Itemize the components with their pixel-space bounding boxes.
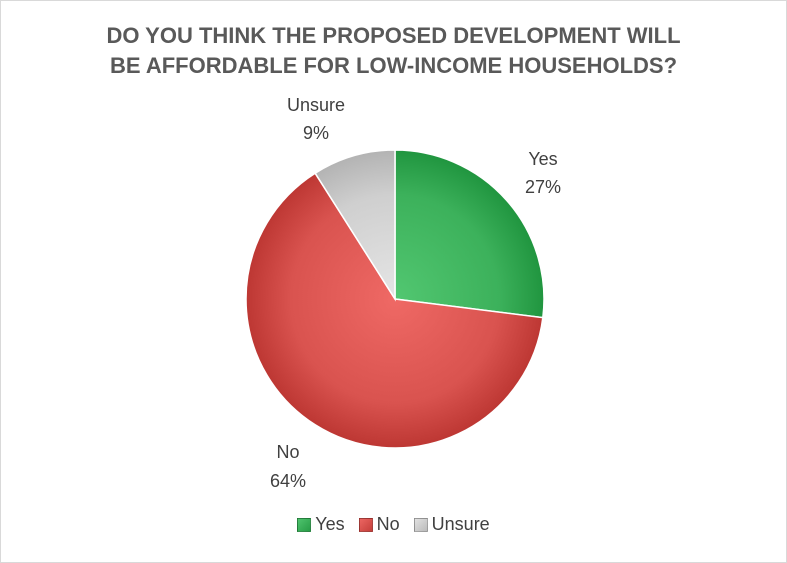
pie-slice-no bbox=[245, 172, 544, 449]
legend-swatch-unsure bbox=[413, 517, 428, 532]
legend-label-unsure: Unsure bbox=[431, 514, 490, 534]
chart-title-line-2: BE AFFORDABLE FOR LOW-INCOME HOUSEHOLDS? bbox=[109, 53, 678, 78]
legend-item-unsure: Unsure bbox=[413, 514, 490, 535]
legend-label-yes: Yes bbox=[315, 514, 345, 534]
slice-label-name-unsure: Unsure bbox=[287, 95, 345, 115]
legend-swatch-yes bbox=[297, 517, 312, 532]
slice-label-value-yes: 27% bbox=[525, 177, 561, 197]
chart-legend: Yes No Unsure bbox=[1, 514, 786, 535]
slice-label-name-yes: Yes bbox=[528, 149, 557, 169]
slice-label-value-unsure: 9% bbox=[303, 123, 329, 143]
chart-title-line-1: DO YOU THINK THE PROPOSED DEVELOPMENT WI… bbox=[106, 23, 681, 48]
pie-slice-unsure bbox=[314, 149, 396, 302]
slice-label-name-no: No bbox=[276, 442, 299, 462]
chart-title: DO YOU THINK THE PROPOSED DEVELOPMENT WI… bbox=[1, 21, 786, 81]
legend-swatch-no bbox=[358, 517, 373, 532]
legend-item-no: No bbox=[358, 514, 400, 535]
legend-label-no: No bbox=[376, 514, 400, 534]
pie-slice-yes bbox=[394, 149, 545, 319]
slice-label-value-no: 64% bbox=[270, 471, 306, 491]
legend-item-yes: Yes bbox=[297, 514, 345, 535]
